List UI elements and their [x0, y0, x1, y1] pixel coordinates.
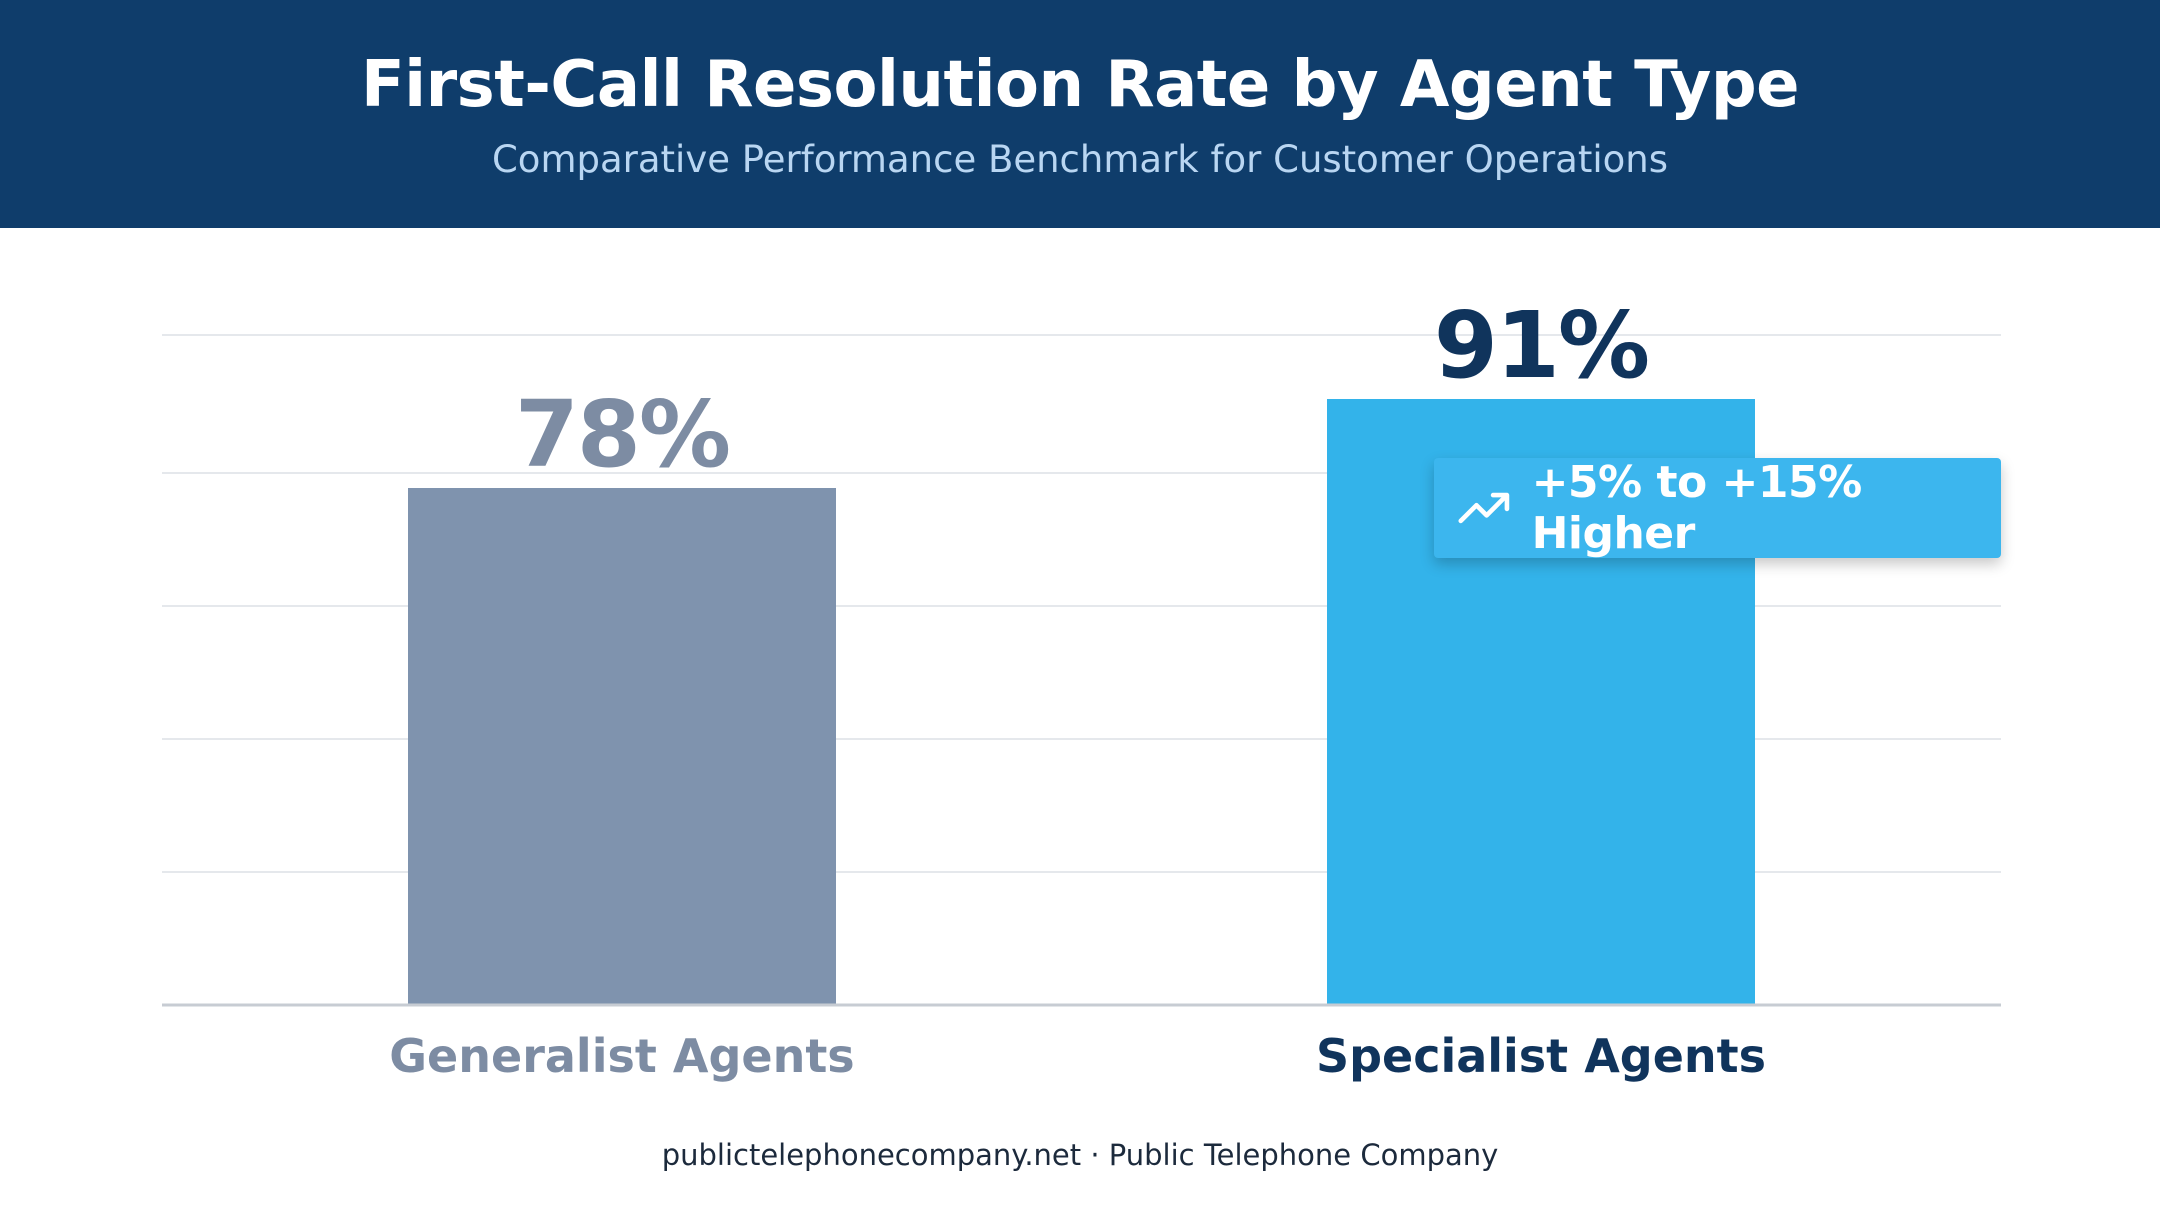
footer-credit: publictelephonecompany.net · Public Tele… [661, 1138, 1499, 1172]
category-label-generalist: Generalist Agents [389, 1029, 854, 1083]
callout-text: +5% to +15% Higher [1531, 457, 1863, 559]
data-label-specialist: 91% [1434, 292, 1648, 399]
data-label-generalist: 78% [515, 381, 729, 488]
page-title: First-Call Resolution Rate by Agent Type [360, 48, 1800, 122]
page-subtitle: Comparative Performance Benchmark for Cu… [491, 138, 1669, 181]
trending-up-icon [1458, 492, 1510, 524]
bar-generalist [408, 488, 836, 1005]
header-banner: First-Call Resolution Rate by Agent Type… [0, 0, 2160, 228]
improvement-callout: +5% to +15% Higher [1434, 457, 2001, 559]
category-label-specialist: Specialist Agents [1316, 1029, 1766, 1083]
